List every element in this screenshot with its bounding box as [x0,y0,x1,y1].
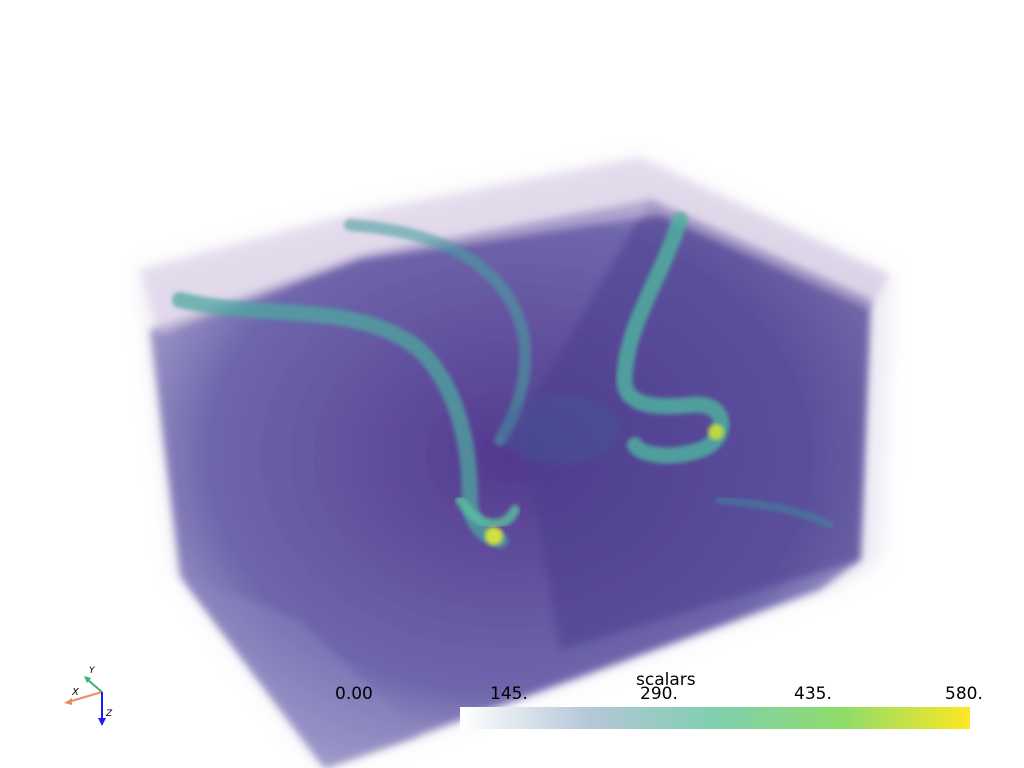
structure-right-streak [716,496,834,529]
structure-left-hook [455,495,520,529]
hotspot-right [708,424,724,440]
structure-left-arc [344,219,532,446]
axis-x-line [67,691,103,703]
axis-z-label: Z [105,709,113,719]
scalar-bar-tick-3: 435. [794,684,832,704]
scalar-bar-tick-2: 290. [640,684,678,704]
scalar-bar-title: scalars [636,670,696,690]
axis-x-arrow [64,698,72,705]
scalar-bar-tick-0: 0.00 [335,684,373,704]
central-blob [500,395,620,465]
volume-top-haze [140,158,890,335]
scalar-bar-tick-1: 145. [490,684,528,704]
axis-y-arrow [84,676,91,683]
volume-bottom-fade [180,575,420,768]
orientation-axes-widget[interactable]: X Y Z [58,660,128,732]
scalar-bar-tick-4: 580. [945,684,983,704]
structure-right-tube [616,212,730,464]
axis-y-label: Y [89,666,96,676]
hotspot-left [485,527,503,545]
volume-right-face [520,200,870,650]
axis-y-line [87,679,103,693]
scalar-bar-gradient [460,707,970,729]
axis-x-label: X [71,687,80,698]
axis-z-arrow [98,718,106,726]
